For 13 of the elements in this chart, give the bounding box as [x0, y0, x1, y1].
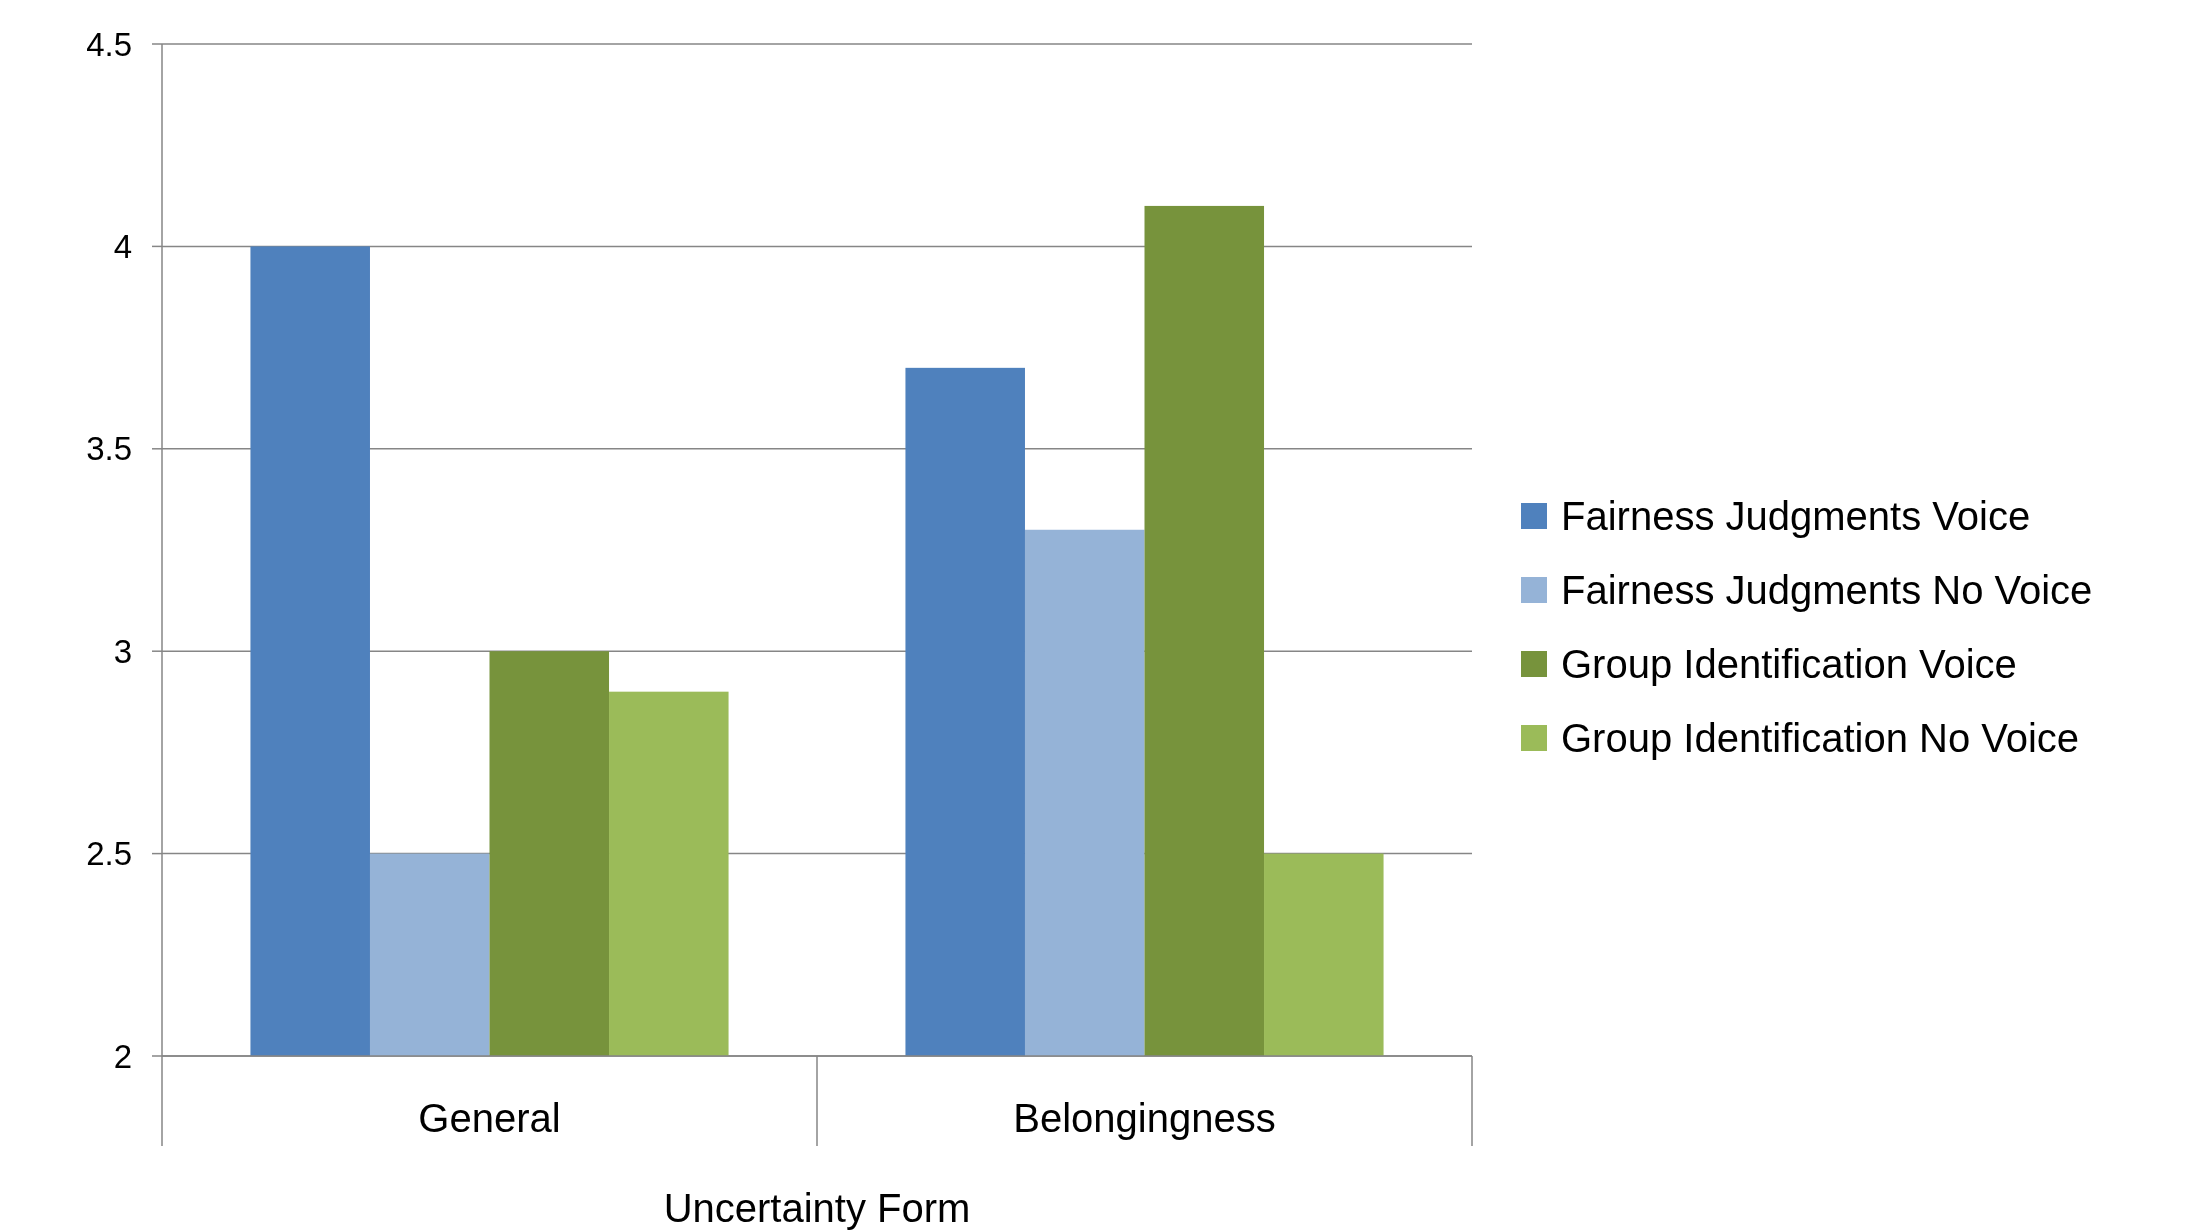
y-tick-label: 2.5	[86, 835, 132, 873]
x-tick-label: General	[418, 1096, 561, 1140]
legend-label: Fairness Judgments Voice	[1561, 494, 2031, 538]
legend-label: Fairness Judgments No Voice	[1561, 568, 2093, 612]
x-tick-label: Belongingness	[1013, 1096, 1276, 1140]
legend-label: Group Identification Voice	[1561, 642, 2017, 686]
y-tick-label: 3	[113, 632, 132, 670]
y-tick-label: 2	[113, 1037, 132, 1075]
x-axis-title: Uncertainty Form	[663, 1186, 971, 1230]
y-tick-label: 4.5	[86, 25, 132, 63]
y-tick-label: 3.5	[86, 430, 132, 468]
y-tick-label: 4	[113, 227, 132, 265]
legend-label: Group Identification No Voice	[1561, 716, 2080, 760]
